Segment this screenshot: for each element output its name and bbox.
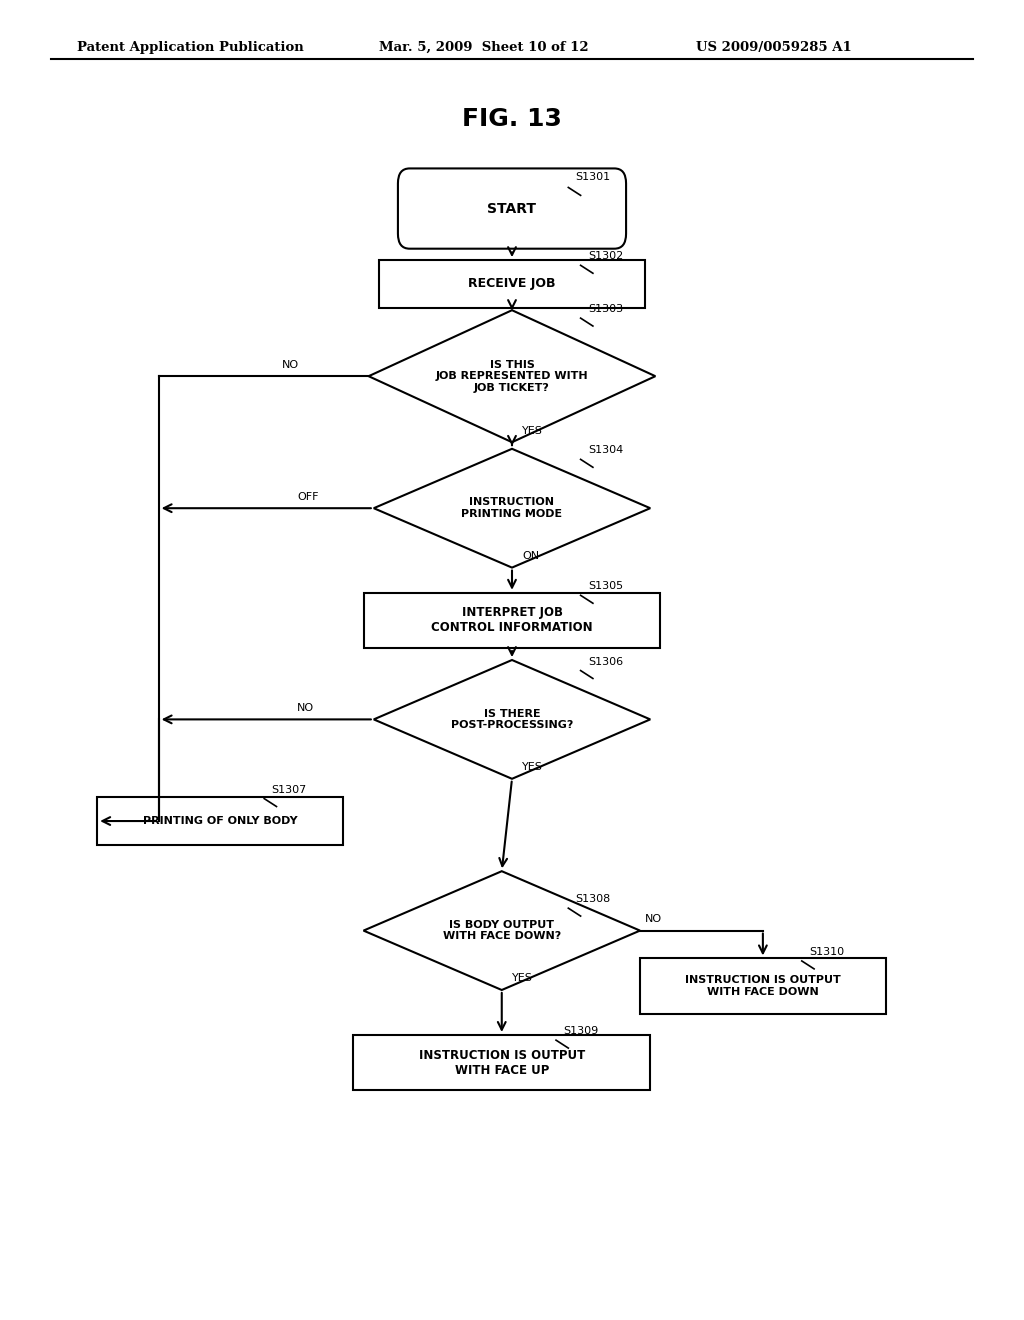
Text: INSTRUCTION
PRINTING MODE: INSTRUCTION PRINTING MODE <box>462 498 562 519</box>
Text: S1302: S1302 <box>588 251 623 261</box>
Text: RECEIVE JOB: RECEIVE JOB <box>468 277 556 290</box>
Bar <box>97 797 343 845</box>
Text: NO: NO <box>297 702 314 713</box>
Bar <box>353 1035 650 1090</box>
Text: Patent Application Publication: Patent Application Publication <box>77 41 303 54</box>
Bar <box>640 958 886 1014</box>
Text: S1306: S1306 <box>588 656 623 667</box>
Polygon shape <box>369 310 655 442</box>
Text: INSTRUCTION IS OUTPUT
WITH FACE UP: INSTRUCTION IS OUTPUT WITH FACE UP <box>419 1048 585 1077</box>
Text: INSTRUCTION IS OUTPUT
WITH FACE DOWN: INSTRUCTION IS OUTPUT WITH FACE DOWN <box>685 975 841 997</box>
Text: Mar. 5, 2009  Sheet 10 of 12: Mar. 5, 2009 Sheet 10 of 12 <box>379 41 589 54</box>
Polygon shape <box>374 660 650 779</box>
Polygon shape <box>374 449 650 568</box>
Polygon shape <box>364 871 640 990</box>
Text: IS THERE
POST-PROCESSING?: IS THERE POST-PROCESSING? <box>451 709 573 730</box>
Text: FIG. 13: FIG. 13 <box>462 107 562 131</box>
Text: S1310: S1310 <box>809 946 844 957</box>
Text: S1307: S1307 <box>271 784 306 795</box>
Text: S1309: S1309 <box>563 1026 598 1036</box>
Text: INTERPRET JOB
CONTROL INFORMATION: INTERPRET JOB CONTROL INFORMATION <box>431 606 593 635</box>
Text: S1304: S1304 <box>588 445 623 455</box>
Text: US 2009/0059285 A1: US 2009/0059285 A1 <box>696 41 852 54</box>
Text: S1308: S1308 <box>575 894 610 904</box>
Text: YES: YES <box>522 762 543 772</box>
Text: NO: NO <box>282 359 299 370</box>
Text: NO: NO <box>645 913 663 924</box>
FancyBboxPatch shape <box>398 169 626 248</box>
Bar <box>364 593 660 648</box>
Text: IS BODY OUTPUT
WITH FACE DOWN?: IS BODY OUTPUT WITH FACE DOWN? <box>442 920 561 941</box>
Text: YES: YES <box>512 973 532 983</box>
Text: YES: YES <box>522 425 543 436</box>
Text: ON: ON <box>522 550 540 561</box>
Text: S1303: S1303 <box>588 304 623 314</box>
Text: PRINTING OF ONLY BODY: PRINTING OF ONLY BODY <box>142 816 298 826</box>
Text: IS THIS
JOB REPRESENTED WITH
JOB TICKET?: IS THIS JOB REPRESENTED WITH JOB TICKET? <box>435 359 589 393</box>
Text: START: START <box>487 202 537 215</box>
Text: OFF: OFF <box>297 491 318 502</box>
Text: S1301: S1301 <box>575 172 610 182</box>
Bar <box>379 260 645 308</box>
Text: S1305: S1305 <box>588 581 623 591</box>
